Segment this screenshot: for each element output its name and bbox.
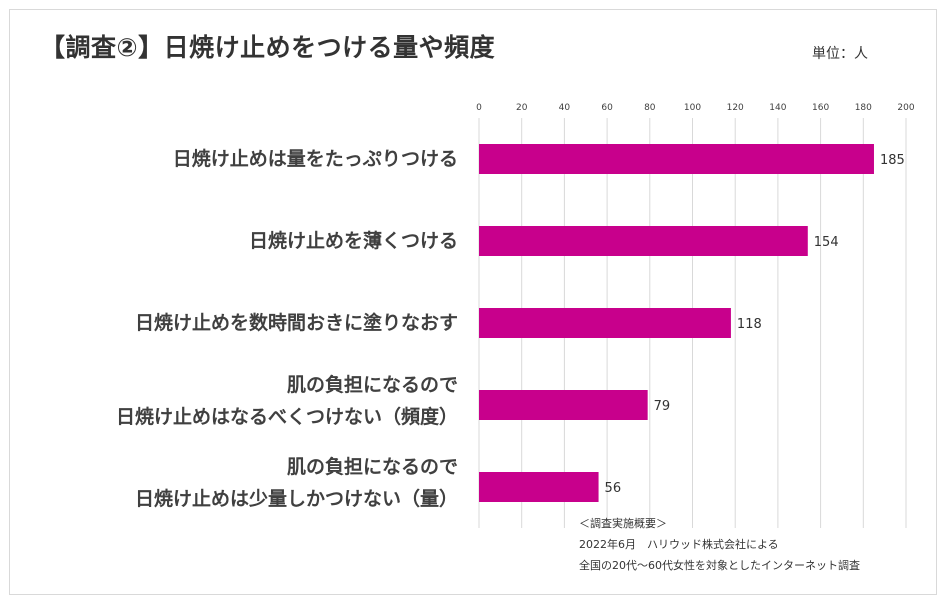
data-label: 185	[880, 153, 905, 168]
x-tick-label: 40	[559, 103, 571, 113]
category-label: 日焼け止めを薄くつける	[249, 225, 458, 257]
category-label-line: 日焼け止めはなるべくつけない（頻度）	[115, 406, 458, 428]
bar	[479, 144, 874, 174]
category-label: 日焼け止めを数時間おきに塗りなおす	[135, 307, 458, 339]
x-tick-label: 20	[516, 103, 528, 113]
data-label: 56	[605, 481, 622, 496]
bar	[479, 226, 808, 256]
data-label: 154	[814, 235, 839, 250]
data-label: 118	[737, 317, 762, 332]
chart-title: 【調査②】日焼け止めをつける量や頻度	[40, 33, 496, 62]
x-tick-label: 80	[644, 103, 656, 113]
unit-label: 単位：人	[812, 46, 868, 62]
notes-heading: ＜調査実施概要＞	[579, 517, 667, 530]
category-label: 肌の負担になるので日焼け止めは少量しかつけない（量）	[135, 451, 458, 515]
notes-line-2: 全国の20代～60代女性を対象としたインターネット調査	[579, 559, 860, 572]
category-label: 肌の負担になるので日焼け止めはなるべくつけない（頻度）	[116, 369, 458, 433]
x-tick-label: 0	[476, 103, 482, 113]
bar	[479, 472, 599, 502]
category-label: 日焼け止めは量をたっぷりつける	[173, 143, 458, 175]
category-label-line: 肌の負担になるので	[286, 374, 458, 396]
x-tick-label: 120	[727, 103, 744, 113]
x-tick-label: 100	[684, 103, 701, 113]
x-tick-label: 160	[812, 103, 829, 113]
notes-line-1: 2022年6月 ハリウッド株式会社による	[579, 538, 779, 551]
category-label-line: 日焼け止めを薄くつける	[248, 230, 458, 252]
chart-frame	[9, 9, 937, 595]
bar	[479, 308, 731, 338]
survey-notes: ＜調査実施概要＞ 2022年6月 ハリウッド株式会社による 全国の20代～60代…	[579, 513, 860, 576]
x-tick-label: 200	[897, 103, 914, 113]
category-label-line: 日焼け止めを数時間おきに塗りなおす	[134, 312, 458, 334]
x-tick-label: 180	[855, 103, 872, 113]
x-tick-label: 60	[601, 103, 613, 113]
category-label-line: 肌の負担になるので	[286, 456, 458, 478]
category-label-line: 日焼け止めは量をたっぷりつける	[172, 148, 458, 170]
x-tick-label: 140	[769, 103, 786, 113]
bar	[479, 390, 648, 420]
data-label: 79	[654, 399, 671, 414]
category-label-line: 日焼け止めは少量しかつけない（量）	[134, 488, 458, 510]
